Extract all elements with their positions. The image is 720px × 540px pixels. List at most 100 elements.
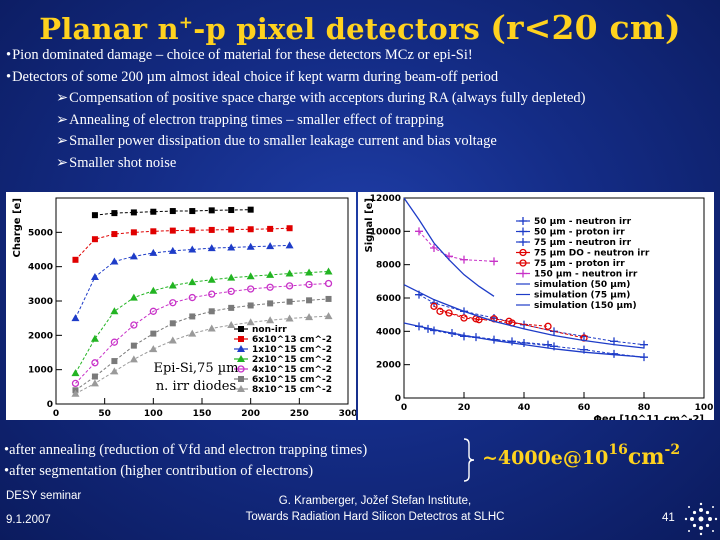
- y-tick-label: 10000: [370, 227, 401, 237]
- footer-event: DESY seminar 9.1.2007: [6, 490, 81, 538]
- data-point: [550, 327, 558, 336]
- data-point: [169, 208, 176, 215]
- x-tick-label: 100: [144, 409, 163, 419]
- data-point: [519, 227, 527, 236]
- data-point: [286, 225, 293, 232]
- data-point: [460, 314, 468, 322]
- y-tick-label: 0: [47, 400, 53, 410]
- y-tick-label: 6000: [376, 294, 401, 304]
- x-tick-label: 0: [401, 403, 407, 413]
- sub-bullet-item: Smaller shot noise: [6, 153, 718, 175]
- series-6: [71, 312, 333, 397]
- y-axis-label: Charge [e]: [12, 198, 23, 257]
- legend-label: simulation (50 µm): [534, 280, 630, 290]
- data-point: [246, 318, 255, 326]
- charge-vs-voltage-chart: 050100150200250300010002000300040005000U…: [6, 192, 356, 420]
- data-point: [237, 365, 245, 373]
- data-point: [238, 336, 244, 342]
- data-point: [130, 229, 137, 236]
- series-1: [72, 225, 293, 263]
- y-tick-label: 2000: [376, 361, 401, 371]
- data-point: [306, 297, 313, 304]
- footer-event-name: DESY seminar: [6, 490, 82, 502]
- y-tick-label: 4000: [28, 263, 53, 273]
- series-line: [75, 227, 290, 261]
- data-point: [168, 281, 177, 289]
- data-point: [544, 322, 552, 330]
- legend-label: 2x10^15 cm^-2: [252, 355, 332, 365]
- data-point: [520, 339, 528, 347]
- data-point: [519, 248, 527, 257]
- series-1: [424, 324, 552, 349]
- data-point: [150, 330, 157, 337]
- annotation-line: n. irr diodes: [155, 379, 237, 394]
- page-number: 41: [662, 512, 675, 524]
- data-point: [266, 316, 275, 324]
- series-line: [75, 298, 329, 391]
- series-3: [71, 267, 333, 377]
- series-line: [94, 209, 251, 216]
- data-point: [208, 207, 215, 214]
- title-sup: +: [178, 13, 194, 33]
- data-point: [207, 324, 216, 332]
- data-point: [237, 355, 245, 362]
- result-sup2: -2: [664, 442, 681, 458]
- conditions-list: after annealing (reduction of Vfd and el…: [4, 440, 474, 482]
- y-tick-label: 3000: [28, 297, 53, 307]
- data-point: [519, 217, 527, 225]
- legend-label: 75 µm - neutron irr: [534, 238, 632, 248]
- x-tick-label: 0: [53, 409, 59, 419]
- data-point: [228, 226, 235, 233]
- data-point: [208, 290, 216, 298]
- title-part1: Planar n: [39, 12, 179, 46]
- y-tick-label: 8000: [376, 261, 401, 271]
- data-point: [169, 227, 176, 234]
- data-point: [228, 207, 235, 214]
- data-point: [149, 345, 158, 353]
- data-point: [188, 329, 197, 337]
- data-point: [246, 242, 255, 250]
- sub-bullet-item: Smaller power dissipation due to smaller…: [6, 131, 718, 153]
- sub-bullet-item: Annealing of electron trapping times – s…: [6, 110, 718, 132]
- result-highlight: ~4000e@1016cm-2: [482, 442, 680, 470]
- legend-label: 4x10^15 cm^-2: [252, 365, 332, 375]
- data-point: [460, 255, 468, 264]
- footer-talk-title: Towards Radiation Hard Silicon Detectros…: [245, 511, 505, 523]
- data-point: [189, 208, 196, 215]
- series-line: [418, 294, 645, 346]
- legend-label: non-irr: [252, 325, 287, 335]
- series-4: [71, 279, 333, 388]
- data-point: [238, 376, 244, 382]
- data-point: [71, 369, 80, 377]
- series-line: [75, 315, 329, 395]
- data-point: [227, 321, 236, 329]
- legend-label: 75 µm - proton irr: [534, 259, 625, 269]
- x-tick-label: 200: [241, 409, 260, 419]
- data-point: [266, 242, 275, 250]
- data-point: [111, 358, 118, 365]
- brace-icon: [463, 438, 475, 482]
- legend-label: 50 µm - proton irr: [534, 228, 625, 238]
- series-line: [75, 244, 290, 319]
- y-axis-label: Signal [e]: [364, 198, 375, 253]
- data-point: [149, 286, 158, 294]
- data-point: [150, 208, 157, 215]
- data-point: [266, 283, 274, 291]
- data-point: [436, 307, 444, 315]
- data-point: [285, 241, 294, 249]
- y-tick-label: 5000: [28, 228, 53, 238]
- data-point: [640, 340, 648, 349]
- data-point: [237, 385, 245, 392]
- x-tick-label: 100: [695, 403, 714, 413]
- data-point: [130, 209, 137, 216]
- data-point: [285, 282, 294, 290]
- data-point: [267, 300, 274, 307]
- data-point: [285, 314, 294, 322]
- data-point: [305, 268, 314, 276]
- x-tick-label: 50: [98, 409, 111, 419]
- series-line: [427, 328, 549, 346]
- data-point: [305, 280, 313, 289]
- bullet-list: Pion dominated damage – choice of materi…: [6, 45, 718, 174]
- data-point: [324, 267, 333, 275]
